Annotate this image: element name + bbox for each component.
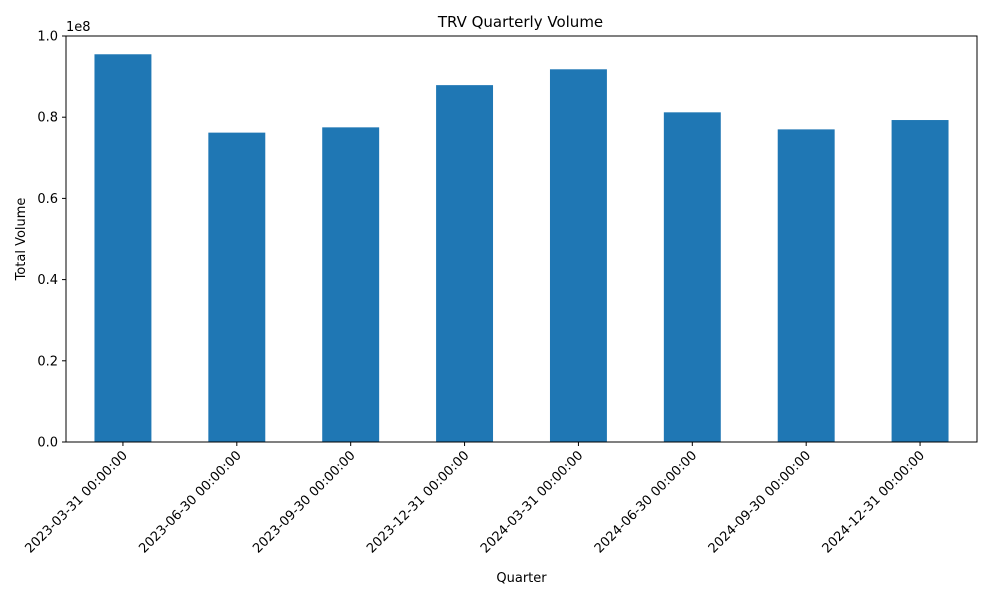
y-axis: 0.0 0.2 0.4 0.6 0.8 1.0 <box>37 30 66 451</box>
x-tick-label: 2024-09-30 00:00:00 <box>706 448 814 556</box>
bar-2024-12-31 <box>891 120 949 442</box>
y-tick-label: 0.2 <box>37 354 58 369</box>
bar-2023-09-30 <box>322 127 380 442</box>
chart-title: TRV Quarterly Volume <box>437 13 603 31</box>
x-tick-label: 2023-09-30 00:00:00 <box>250 448 358 556</box>
x-tick-label: 2023-03-31 00:00:00 <box>23 448 131 556</box>
y-offset-label: 1e8 <box>66 20 91 35</box>
x-tick-label: 2023-12-31 00:00:00 <box>364 448 472 556</box>
x-axis-title: Quarter <box>496 571 547 586</box>
y-tick-label: 0.4 <box>37 273 58 288</box>
plot-frame <box>65 35 978 443</box>
y-tick-label: 0.8 <box>37 111 58 126</box>
bars-layer <box>94 54 949 443</box>
bar-2023-12-31 <box>436 85 494 442</box>
y-tick-label: 0.0 <box>37 436 58 451</box>
y-axis-title: Total Volume <box>14 198 29 282</box>
x-tick-label: 2023-06-30 00:00:00 <box>136 448 244 556</box>
x-tick-label: 2024-12-31 00:00:00 <box>820 448 928 556</box>
x-axis: 2023-03-31 00:00:00 2023-06-30 00:00:00 20… <box>23 442 928 556</box>
x-tick-label: 2024-03-31 00:00:00 <box>478 448 586 556</box>
y-tick-label: 1.0 <box>37 30 58 45</box>
bar-2024-09-30 <box>777 129 835 442</box>
x-tick-label: 2024-06-30 00:00:00 <box>592 448 700 556</box>
bar-2023-03-31 <box>94 54 152 443</box>
bar-2024-06-30 <box>663 112 721 442</box>
y-tick-label: 0.6 <box>37 192 58 207</box>
bar-2024-03-31 <box>549 69 607 442</box>
bar-2023-06-30 <box>208 132 266 442</box>
